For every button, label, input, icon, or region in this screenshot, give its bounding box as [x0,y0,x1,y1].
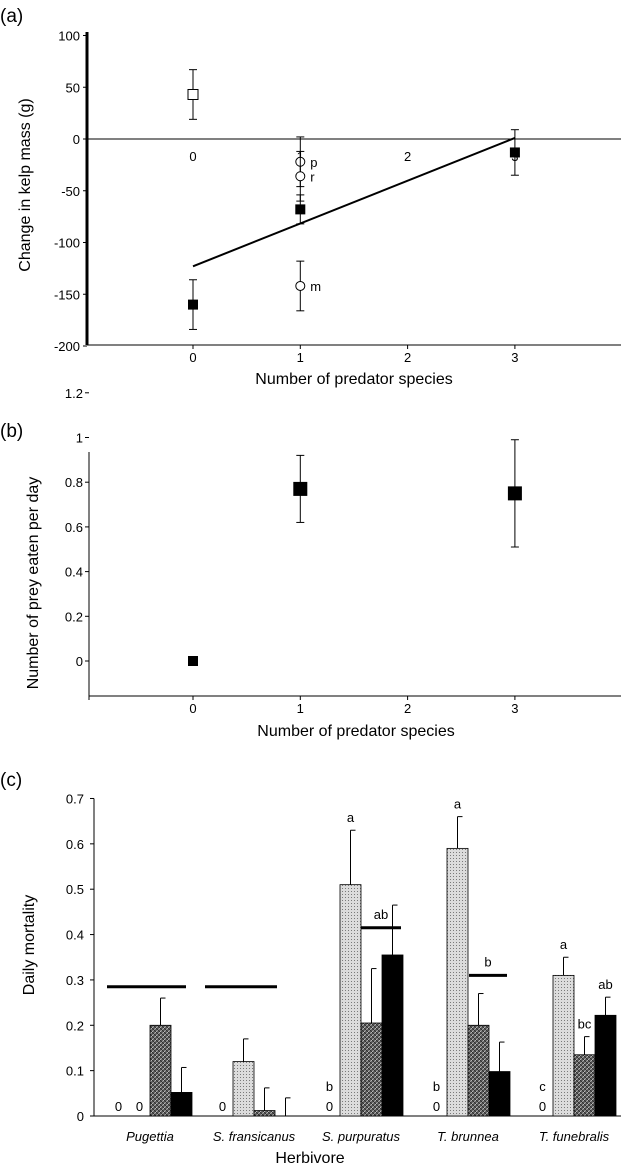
point-label: p [310,155,317,170]
y-tick-label: -50 [61,184,80,199]
significance-letter: b [326,1079,333,1094]
y-tick-label: 1.2 [65,386,83,401]
comparison-label: b [484,954,491,969]
category-label: T. brunnea [437,1129,499,1144]
y-tick-label: 0.2 [66,1018,84,1033]
y-tick-label: -100 [54,236,80,251]
y-tick-label: 0.5 [66,882,84,897]
x-tick-label: 2 [404,701,411,716]
y-tick-label: 100 [58,29,80,44]
category-label: T. funebralis [539,1129,610,1144]
y-tick-label: 0 [73,132,80,147]
significance-letter: a [560,937,568,952]
point-label: r [310,169,315,184]
zero-label: 0 [539,1099,546,1114]
zero-label: 0 [219,1099,226,1114]
y-tick-label: 1 [76,431,83,446]
bar [339,884,362,1117]
x-axis-title: Herbivore [275,1150,344,1167]
x-axis-title: Number of predator species [255,371,452,388]
bar [488,1071,511,1117]
regression-line [192,137,516,268]
y-tick-label: 0.4 [66,928,84,943]
data-point [293,481,308,496]
zero-label: 0 [433,1099,440,1114]
x-tick-label: 1 [297,701,304,716]
y-tick-label: 0.8 [65,475,83,490]
x-axis-title: Number of predator species [257,723,454,740]
x-tick-label: 0 [189,350,196,365]
x-tick-label: 2 [404,350,411,365]
significance-letter: a [347,810,355,825]
bar [446,847,469,1117]
bar [594,1014,617,1117]
y-axis-title: Change in kelp mass (g) [17,98,34,271]
y-tick-label: 0.7 [66,791,84,806]
category-label: S. fransicanus [213,1129,296,1144]
bar [360,1022,383,1117]
bar [552,974,575,1117]
open-circle-point [295,280,306,291]
significance-letter: a [454,797,462,812]
filled-square-point [509,147,520,158]
panel-b: (b) 1.2 1 0.8 0.6 0.4 0.2 0 0 1 2 3 Number of predat… [0,386,621,740]
y-axis-title: Daily mortality [21,895,38,995]
y-axis-title: Number of prey eaten per day [25,477,42,690]
significance-letter: b [433,1079,440,1094]
bar [381,954,404,1117]
zero-label: 0 [136,1099,143,1114]
bar [467,1024,490,1117]
y-tick-label: 0 [77,1109,84,1124]
bar [253,1110,276,1117]
open-circle-point [295,171,306,182]
y-tick-label: -150 [54,287,80,302]
y-tick-label: 0.6 [66,837,84,852]
x-tick-label-inner: 0 [189,149,196,164]
y-tick-label: 0 [76,654,83,669]
x-tick-label: 1 [297,350,304,365]
x-tick-label-inner: 2 [404,149,411,164]
bar [149,1024,172,1117]
panel-c: (c) 0 0.1 0.2 0.3 0.4 0.5 0.6 0.7 Daily mortality… [0,770,621,1167]
y-tick-label: 0.4 [65,565,83,580]
significance-letter: c [539,1079,546,1094]
filled-square-point [188,299,198,310]
y-tick-label: 50 [66,80,80,95]
data-point [507,486,522,501]
y-tick-label: 0.3 [66,973,84,988]
panel-label: (a) [0,6,23,27]
y-tick-label: -200 [54,339,80,354]
point-label: m [310,279,321,294]
y-tick-label: 0.1 [66,1064,84,1079]
x-tick-label: 3 [511,701,518,716]
y-tick-label: 0.2 [65,609,83,624]
zero-label: 0 [326,1099,333,1114]
x-tick-label: 0 [189,701,196,716]
panel-label: (c) [0,770,22,791]
category-label: S. purpuratus [322,1129,401,1144]
data-point [188,656,198,666]
bar [170,1092,193,1117]
y-tick-label: 0.6 [65,520,83,535]
bar [232,1061,255,1117]
open-square-point [187,88,199,100]
bar [573,1054,596,1117]
significance-letter: bc [578,1017,592,1032]
panel-label: (b) [0,421,23,442]
x-tick-label: 3 [511,350,518,365]
category-label: Pugettia [126,1129,174,1144]
filled-square-point [295,204,306,215]
zero-label: 0 [115,1099,122,1114]
significance-letter: ab [598,977,612,992]
comparison-label: ab [374,907,388,922]
